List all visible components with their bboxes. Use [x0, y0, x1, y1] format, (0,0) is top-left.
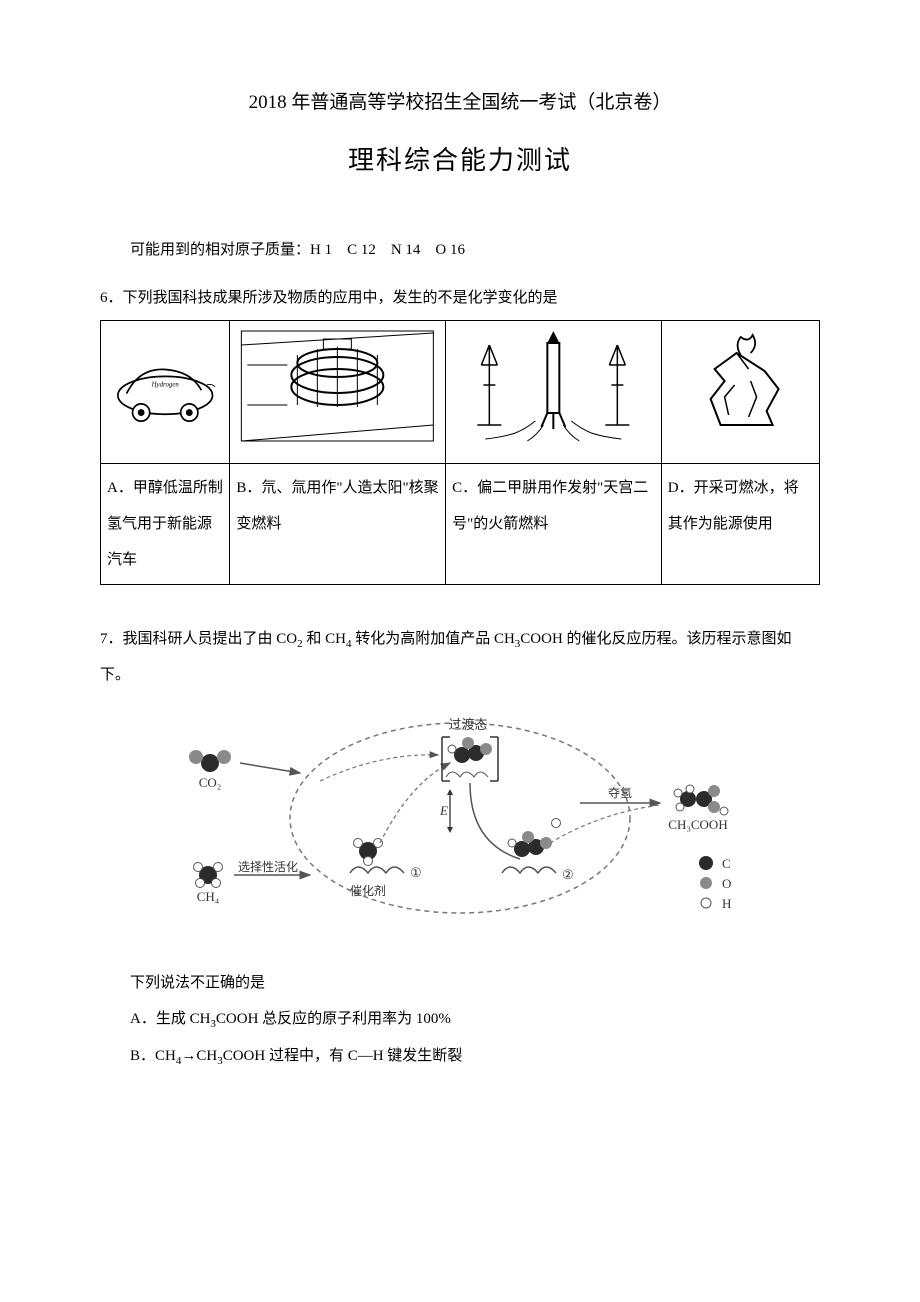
q7-sub-lead: 下列说法不正确的是: [130, 965, 820, 1001]
q6-intro: 6．下列我国科技成果所涉及物质的应用中，发生的不是化学变化的是: [100, 280, 820, 316]
q7-optB-seg2: →CH: [181, 1048, 217, 1064]
legend-O-label: O: [722, 876, 731, 891]
transition-label: 过渡态: [448, 717, 487, 732]
q6-option-A: A．甲醇低温所制氢气用于新能源汽车: [101, 463, 230, 584]
q6-option-table: Hydrogen: [100, 320, 820, 585]
catalyst-cluster-2-icon: ②: [502, 819, 574, 883]
q7-optA-seg2: COOH 总反应的原子利用率为 100%: [216, 1011, 451, 1027]
legend-C-label: C: [722, 856, 731, 871]
ch4-label: CH₄: [197, 889, 220, 904]
selective-activation-label: 选择性活化: [238, 860, 298, 874]
q7-optB-seg1: B．CH: [130, 1048, 176, 1064]
q7-optA-seg1: A．生成 CH: [130, 1011, 210, 1027]
ch4-molecule-icon: CH₄: [194, 863, 223, 905]
svg-text:Hydrogen: Hydrogen: [151, 382, 180, 389]
rocket-launch-icon: [450, 325, 657, 445]
combustible-ice-icon: [666, 325, 815, 445]
ch3cooh-label: CH₃COOH: [668, 817, 727, 832]
dehydrogenation-label: 夺氢: [608, 785, 632, 800]
hydrogen-car-icon: Hydrogen: [105, 325, 225, 445]
q7-intro-seg3: 转化为高附加值产品 CH: [351, 631, 514, 647]
co2-label: CO₂: [199, 775, 222, 790]
catalyst-label: 催化剂: [350, 883, 386, 898]
ch3cooh-molecule-icon: CH₃COOH: [668, 785, 728, 832]
q7-diagram: CO₂ CH₄ 选择性活化 催化剂 ① 过渡态: [100, 703, 820, 947]
energy-E-label: E: [439, 803, 448, 818]
catalysis-diagram-icon: CO₂ CH₄ 选择性活化 催化剂 ① 过渡态: [150, 703, 770, 933]
q6-image-B: [230, 320, 446, 463]
q6-image-row: Hydrogen: [101, 320, 820, 463]
circled-2-label: ②: [562, 867, 574, 882]
exam-title-line1: 2018 年普通高等学校招生全国统一考试（北京卷）: [100, 80, 820, 126]
tokamak-reactor-icon: [234, 325, 441, 445]
q6-image-C: [446, 320, 662, 463]
q7-intro-seg2: 和 CH: [303, 631, 346, 647]
legend-H-label: H: [722, 896, 731, 911]
q7-optB-seg3: COOH 过程中，有 C—H 键发生断裂: [223, 1048, 463, 1064]
q7-option-B: B．CH4→CH3COOH 过程中，有 C—H 键发生断裂: [130, 1038, 820, 1074]
exam-title-line2: 理科综合能力测试: [100, 130, 820, 192]
q6-image-D: [661, 320, 819, 463]
atom-legend: C O H: [699, 856, 731, 911]
q6-option-D: D．开采可燃冰，将其作为能源使用: [661, 463, 819, 584]
q7-option-A: A．生成 CH3COOH 总反应的原子利用率为 100%: [130, 1001, 820, 1037]
atomic-mass-note: 可能用到的相对原子质量：H 1 C 12 N 14 O 16: [130, 232, 820, 268]
catalyst-cluster-1-icon: 催化剂 ①: [350, 839, 422, 899]
q6-text-row: A．甲醇低温所制氢气用于新能源汽车 B．氘、氚用作"人造太阳"核聚变燃料 C．偏…: [101, 463, 820, 584]
circled-1-label: ①: [410, 865, 422, 880]
co2-molecule-icon: CO₂: [189, 750, 231, 790]
q7-intro: 7．我国科研人员提出了由 CO2 和 CH4 转化为高附加值产品 CH3COOH…: [100, 621, 820, 693]
q7-intro-seg1: 7．我国科研人员提出了由 CO: [100, 631, 297, 647]
q6-option-C: C．偏二甲肼用作发射"天宫二号"的火箭燃料: [446, 463, 662, 584]
q6-image-A: Hydrogen: [101, 320, 230, 463]
transition-state-icon: 过渡态 E: [439, 717, 520, 859]
q6-option-B: B．氘、氚用作"人造太阳"核聚变燃料: [230, 463, 446, 584]
